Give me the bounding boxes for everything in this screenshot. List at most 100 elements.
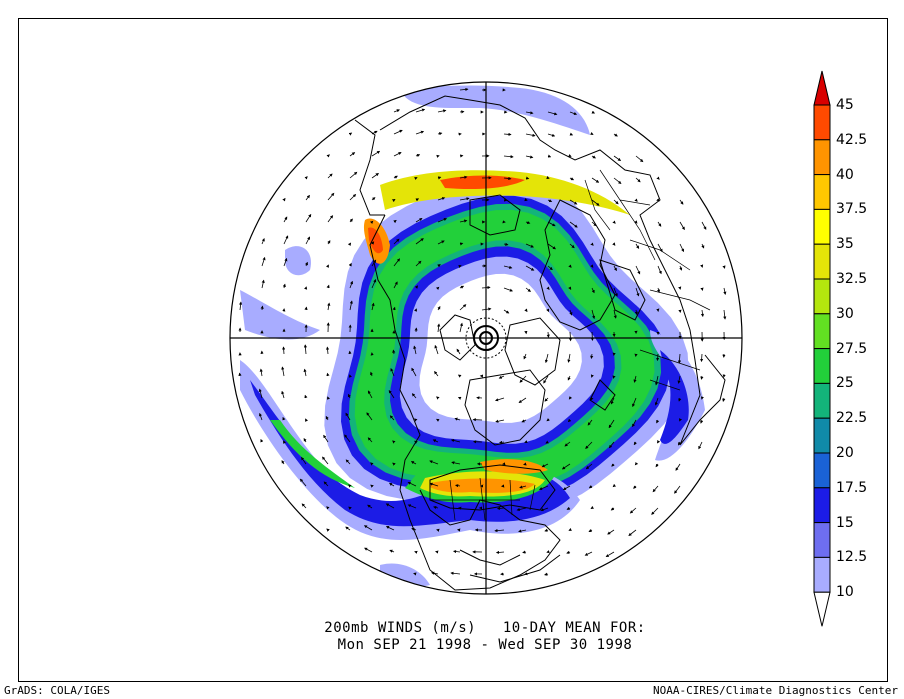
wind-arrow	[282, 416, 286, 421]
wind-arrow	[610, 507, 615, 511]
wind-arrow	[587, 419, 593, 426]
wind-arrow	[259, 368, 263, 377]
wind-arrow	[607, 529, 615, 535]
colorbar-label: 12.5	[836, 549, 868, 566]
wind-arrow	[525, 111, 534, 115]
wind-arrow	[591, 221, 597, 227]
wind-arrow	[459, 285, 465, 289]
wind-arrow	[459, 322, 463, 333]
wind-arrow	[261, 238, 265, 245]
wind-arrow	[392, 462, 396, 466]
wind-arrow	[561, 463, 571, 470]
wind-arrow	[349, 300, 353, 311]
wind-arrow	[281, 390, 285, 399]
wind-arrow	[388, 389, 395, 399]
wind-arrow	[547, 154, 552, 158]
wind-arrow	[450, 571, 461, 575]
wind-arrow	[700, 353, 704, 363]
wind-arrow	[635, 287, 640, 297]
wind-arrow	[435, 286, 440, 291]
wind-arrow	[629, 507, 637, 514]
wind-arrow	[366, 412, 373, 421]
wind-arrow	[327, 240, 331, 245]
colorbar-label: 10	[836, 584, 854, 601]
wind-arrow	[454, 417, 461, 421]
wind-arrow	[568, 286, 572, 290]
wind-arrow	[260, 438, 264, 443]
wind-arrow	[635, 265, 641, 275]
wind-arrow	[632, 419, 637, 428]
wind-arrow	[327, 215, 334, 223]
wind-arrow	[345, 412, 351, 421]
wind-arrow	[588, 529, 593, 532]
colorbar-label: 22.5	[836, 410, 868, 427]
wind-arrow	[503, 287, 514, 292]
wind-arrow	[568, 331, 573, 342]
wind-arrow	[656, 353, 660, 362]
colorbar-top-arrow	[813, 70, 831, 106]
wind-arrow	[495, 550, 505, 555]
wind-arrow	[326, 506, 330, 510]
wind-arrow	[413, 345, 417, 355]
wind-arrow	[655, 463, 659, 468]
wind-arrow	[613, 199, 619, 205]
wind-arrow	[590, 242, 594, 246]
wind-arrow	[700, 375, 704, 380]
wind-arrow	[407, 504, 417, 509]
wind-arrow	[546, 417, 550, 422]
wind-arrow	[283, 216, 288, 223]
wind-arrow	[385, 526, 395, 531]
coastlines	[354, 95, 726, 591]
wind-arrow	[544, 572, 549, 576]
wind-arrow	[457, 374, 462, 378]
wind-arrow	[393, 258, 401, 267]
wind-arrow	[393, 109, 400, 113]
wind-arrow	[437, 306, 441, 311]
wind-arrow	[370, 484, 374, 488]
wind-arrow	[585, 463, 593, 470]
wind-arrow	[371, 302, 375, 311]
wind-arrow	[566, 550, 571, 554]
wind-arrow	[698, 441, 703, 450]
wind-arrow	[544, 397, 549, 402]
colorbar-segment	[813, 104, 831, 141]
wind-arrow	[432, 439, 439, 443]
wind-arrow	[385, 503, 395, 509]
colorbar-label: 37.5	[836, 201, 868, 218]
wind-arrow	[459, 175, 468, 179]
wind-arrow	[429, 460, 439, 465]
wind-arrow	[722, 397, 726, 402]
wind-arrow	[436, 418, 440, 422]
colorbar-segment	[813, 452, 831, 489]
colorbar-label: 40	[836, 166, 854, 183]
wind-arrow	[370, 241, 375, 245]
wind-arrow	[390, 367, 395, 377]
wind-arrow	[613, 309, 617, 319]
wind-arrow	[459, 242, 464, 246]
wind-arrow	[303, 368, 307, 377]
wind-arrow	[437, 176, 442, 180]
wind-arrow	[283, 235, 289, 245]
wind-arrow	[585, 441, 593, 449]
wind-arrow	[590, 397, 594, 401]
colorbar-label: 30	[836, 305, 854, 322]
globe-outline	[229, 81, 743, 595]
wind-arrow	[370, 462, 374, 466]
wind-arrow	[608, 441, 615, 449]
wind-arrow	[679, 265, 683, 271]
wind-arrow	[591, 309, 596, 320]
wind-arrow	[657, 221, 662, 227]
wind-arrow	[367, 390, 373, 399]
colorbar-label: 42.5	[836, 131, 868, 148]
wind-arrow	[415, 154, 421, 158]
colorbar-label: 35	[836, 236, 854, 253]
wind-arrow	[437, 109, 447, 113]
wind-arrow	[494, 529, 505, 533]
wind-arrow	[327, 302, 331, 311]
wind-arrow	[569, 309, 573, 316]
wind-arrow	[415, 260, 422, 267]
wind-arrow	[304, 394, 308, 399]
colorbar-segment	[813, 382, 831, 419]
colorbar-segment	[813, 417, 831, 454]
